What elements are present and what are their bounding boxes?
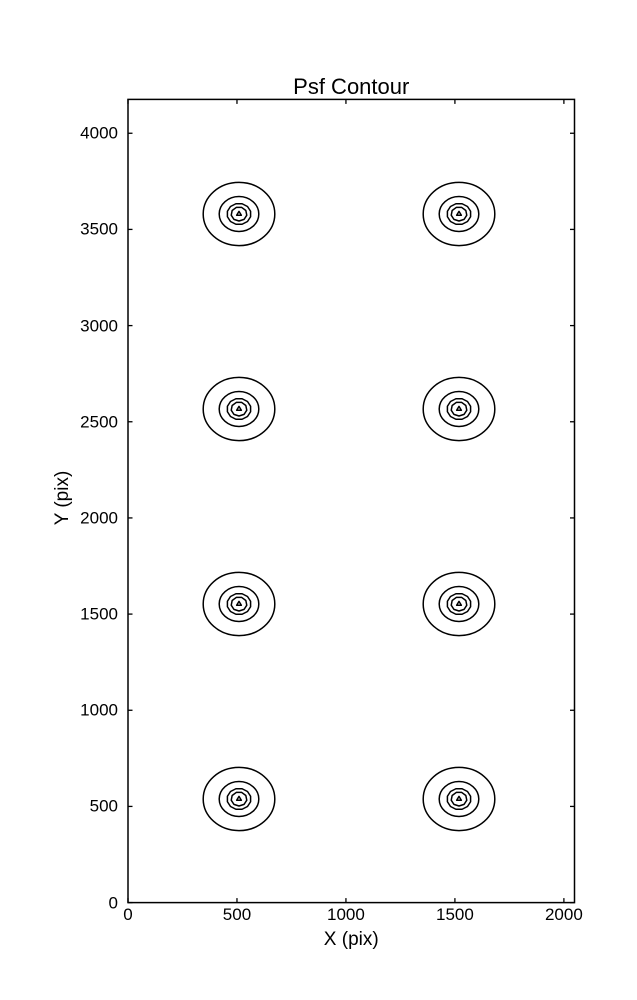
svg-text:Y (pix): Y (pix) — [52, 471, 73, 526]
